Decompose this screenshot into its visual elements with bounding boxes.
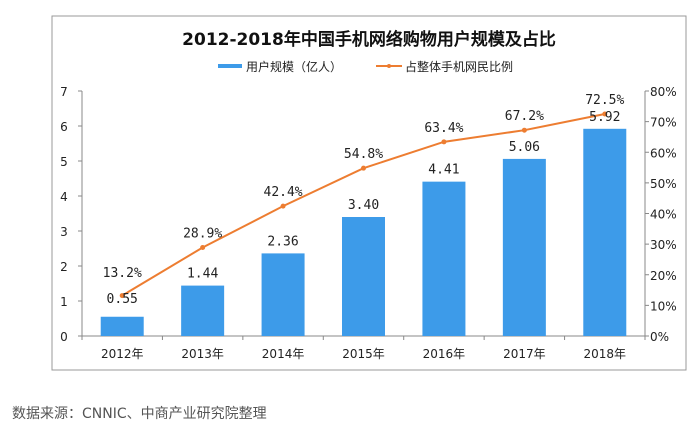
legend-bar-swatch	[218, 64, 242, 68]
x-tick-label: 2012年	[101, 347, 144, 361]
bar	[261, 253, 305, 336]
line-data-label: 72.5%	[585, 93, 624, 108]
y-left-tick-label: 6	[60, 120, 68, 134]
line-point	[441, 139, 447, 145]
bar-data-label: 5.92	[589, 110, 620, 125]
bar-data-label: 3.40	[348, 198, 379, 213]
line-data-label: 63.4%	[424, 121, 463, 136]
x-tick-label: 2015年	[342, 347, 385, 361]
line-data-label: 28.9%	[183, 226, 222, 241]
y-right-tick-label: 50%	[650, 177, 677, 191]
bar	[181, 285, 225, 336]
legend: 用户规模（亿人） 占整体手机网民比例	[218, 59, 513, 74]
bar	[422, 181, 466, 336]
x-tick-label: 2018年	[584, 347, 627, 361]
line-point	[200, 244, 206, 250]
y-left-tick-label: 1	[60, 295, 68, 309]
bar-data-label: 0.55	[107, 292, 138, 307]
line-point	[119, 293, 125, 299]
x-tick-label: 2014年	[262, 347, 305, 361]
bar-data-label: 4.41	[428, 163, 459, 178]
x-tick-label: 2016年	[423, 347, 466, 361]
x-tick-label: 2017年	[503, 347, 546, 361]
y-left-tick-label: 3	[60, 225, 68, 239]
y-right-tick-label: 40%	[650, 208, 677, 222]
y-left-tick-label: 0	[60, 330, 68, 344]
bar	[100, 316, 144, 336]
bar-data-label: 1.44	[187, 267, 218, 282]
line-point	[521, 127, 527, 133]
y-right-tick-label: 30%	[650, 238, 677, 252]
y-right-tick-label: 80%	[650, 85, 677, 99]
y-left-tick-label: 2	[60, 260, 68, 274]
bar	[502, 158, 546, 336]
x-tick-label: 2013年	[181, 347, 224, 361]
y-right-tick-label: 0%	[650, 330, 669, 344]
line-point	[280, 203, 286, 209]
y-left-tick-label: 4	[60, 190, 68, 204]
y-right-tick-label: 70%	[650, 116, 677, 130]
bar-data-label: 2.36	[267, 234, 298, 249]
line-point	[361, 165, 366, 171]
line-data-label: 54.8%	[344, 147, 383, 162]
legend-line-label: 占整体手机网民比例	[405, 59, 513, 74]
y-left-tick-label: 7	[60, 85, 68, 99]
bar	[342, 217, 385, 336]
bar-data-label: 5.06	[509, 140, 540, 155]
line-data-label: 13.2%	[103, 266, 142, 281]
legend-line-marker	[387, 64, 391, 68]
line-data-label: 67.2%	[505, 109, 544, 124]
legend-bar-label: 用户规模（亿人）	[246, 59, 342, 74]
y-right-tick-label: 60%	[650, 146, 677, 160]
bar	[583, 128, 627, 336]
y-right-tick-label: 10%	[650, 299, 677, 313]
chart-title: 2012-2018年中国手机网络购物用户规模及占比	[182, 29, 556, 50]
y-left-tick-label: 5	[60, 155, 68, 169]
y-right-tick-label: 20%	[650, 269, 677, 283]
line-data-label: 42.4%	[264, 185, 303, 200]
line-point	[602, 111, 608, 117]
source-note: 数据来源：CNNIC、中商产业研究院整理	[12, 406, 267, 422]
